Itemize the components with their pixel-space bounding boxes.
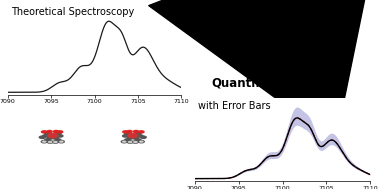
Circle shape [128,141,132,143]
Text: Quantification: Quantification [211,77,306,90]
Circle shape [41,130,48,134]
Circle shape [40,140,48,143]
Circle shape [122,140,127,143]
Circle shape [56,134,64,138]
Circle shape [127,136,134,140]
Circle shape [124,132,131,136]
Circle shape [42,140,46,143]
Circle shape [46,130,53,133]
Circle shape [46,140,54,144]
Circle shape [53,130,59,133]
Text: Uncertainty: Uncertainty [219,46,297,59]
Circle shape [138,140,145,143]
Circle shape [121,140,128,143]
Circle shape [48,141,53,143]
Circle shape [53,141,58,143]
Circle shape [44,138,51,142]
Circle shape [140,136,147,139]
Circle shape [54,138,62,142]
Text: with Error Bars: with Error Bars [198,101,271,111]
Circle shape [132,136,139,140]
Circle shape [59,140,64,143]
Circle shape [139,140,144,143]
Circle shape [136,134,144,138]
Circle shape [127,140,134,144]
Circle shape [52,136,59,140]
Circle shape [132,140,139,144]
Circle shape [122,130,129,134]
Circle shape [133,141,138,143]
Circle shape [42,134,49,138]
Circle shape [135,138,142,142]
Circle shape [133,130,139,133]
Circle shape [47,133,58,139]
Circle shape [135,132,142,136]
Circle shape [39,136,46,139]
Circle shape [57,130,64,134]
Circle shape [126,130,133,133]
Circle shape [46,136,54,140]
Circle shape [138,130,145,134]
Circle shape [124,138,131,142]
Circle shape [44,132,51,136]
Circle shape [127,133,138,139]
Circle shape [52,140,59,144]
Text: Theoretical Spectroscopy: Theoretical Spectroscopy [11,6,134,16]
Circle shape [54,132,62,136]
Circle shape [58,140,65,143]
Circle shape [122,134,129,138]
